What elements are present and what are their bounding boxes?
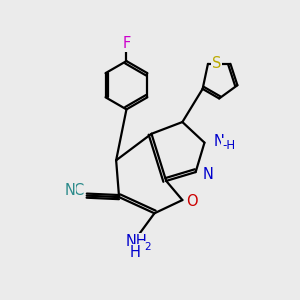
Text: N: N	[213, 134, 224, 149]
Text: C: C	[73, 183, 83, 198]
Text: NH: NH	[126, 234, 148, 249]
Text: H: H	[129, 245, 140, 260]
Text: S: S	[212, 56, 221, 71]
Text: -H: -H	[222, 139, 235, 152]
Text: N: N	[64, 183, 75, 198]
Text: N: N	[202, 167, 213, 182]
Text: F: F	[122, 36, 130, 51]
Text: O: O	[186, 194, 198, 209]
Text: 2: 2	[144, 242, 151, 252]
